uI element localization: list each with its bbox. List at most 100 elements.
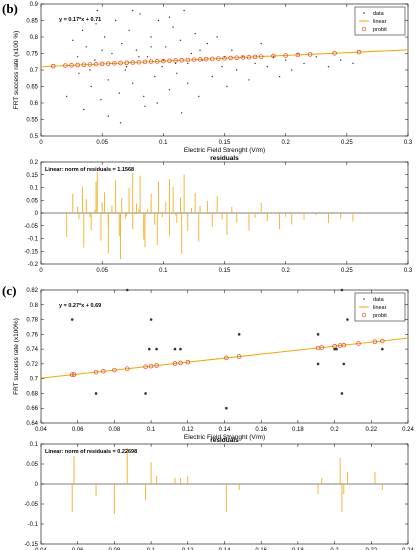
x-tick-label: 0.1 [159,268,168,274]
data-point [340,59,342,61]
data-point [174,62,177,65]
probit-point [167,58,172,64]
legend-data-label: data [373,297,385,303]
data-point [180,112,183,114]
data-point [161,66,163,68]
probit-point [99,61,105,67]
probit-point [161,58,166,64]
data-point [194,33,196,35]
x-tick-label: 0.16 [255,548,267,550]
data-point [352,62,354,65]
data-point [70,318,74,321]
x-tick-label: 0.06 [72,427,84,433]
y-tick-label: 0.9 [30,2,39,8]
data-point [187,62,189,65]
panel-b-tag: (b) [2,1,18,16]
y-tick-label: 0.74 [26,347,38,353]
data-point [155,347,158,351]
probit-point [295,52,301,58]
x-tick-label: 0.2 [281,268,290,274]
y-tick-label: -0.15 [24,542,38,548]
y-axis-label: FRT success rate (x100%) [13,318,20,395]
probit-point [246,54,252,60]
probit-point [71,372,77,377]
plot-area-0 [40,3,409,137]
y-tick-label: -0.05 [24,224,38,230]
x-tick-label: 0.15 [219,268,231,274]
data-point [340,288,344,292]
y-tick-label: 0.1 [30,442,39,448]
data-point [236,69,238,71]
y-tick-label: 0.76 [26,332,38,338]
data-point [78,72,80,75]
x-tick-label: 0.3 [404,268,413,274]
probit-point [101,369,106,374]
x-tick-label: 0.24 [402,427,414,433]
x-tick-label: 0.15 [219,140,231,146]
probit-point [93,61,99,67]
y-axis-label: FRT success rate (x100 %) [13,31,20,110]
x-tick-label: 0.3 [404,140,413,146]
y-tick-label: 0.78 [26,318,38,324]
data-point [284,59,287,61]
x-tick-label: 0.2 [330,548,339,550]
data-point [183,9,185,12]
probit-point [203,56,209,62]
probit-point [148,59,154,64]
probit-point [185,359,191,365]
residual-norm-annotation: Linear: norm of residuals = 0.22698 [45,449,137,455]
data-point [154,75,156,78]
y-tick-label: 0 [35,482,39,488]
y-tick-label: 0.05 [26,198,38,204]
data-point [327,66,330,68]
x-tick-label: 0.08 [109,548,121,550]
data-point [128,29,130,32]
probit-point [341,342,347,348]
fit-equation: y = 0.17*x + 0.71 [59,17,101,23]
y-tick-label: 0.85 [26,19,38,25]
data-point [90,85,92,88]
panel-c-tag: (c) [2,283,17,298]
data-point [266,66,269,68]
data-point [125,288,129,292]
data-point [221,66,223,68]
data-point [316,333,320,336]
data-point [65,95,68,98]
probit-point [228,55,233,61]
probit-point [372,339,378,345]
x-tick-label: 0.25 [341,140,353,146]
data-point [121,42,123,45]
data-point [346,318,349,321]
legend-probit-marker [361,312,367,318]
data-point [144,105,146,108]
data-point [179,347,182,351]
y-tick-label: 0 [35,211,39,217]
x-tick-label: 0.12 [182,548,194,550]
x-tick-label: 0.06 [72,548,84,550]
probit-point [283,53,288,58]
data-point [103,36,106,38]
x-tick-label: 0.25 [341,268,353,274]
x-tick-label: 0.2 [330,427,339,433]
legend-data-label: data [373,11,385,17]
probit-point [332,50,337,56]
data-point [119,122,122,124]
probit-point [178,360,183,366]
x-tick-label: 0.04 [35,548,47,550]
data-point [225,406,228,410]
y-tick-label: -0.15 [24,249,38,255]
probit-point [356,49,362,55]
probit-point [112,367,117,373]
y-tick-label: 0.8 [30,35,39,41]
data-point [335,347,338,351]
data-point [135,49,138,51]
data-point [248,79,250,81]
legend-probit-label: probit [373,313,387,319]
legend-probit-marker [361,26,367,32]
legend-data-marker [363,12,365,14]
y-tick-label: 0.68 [26,391,38,397]
legend-data-marker [363,298,365,300]
y-tick-label: 0.64 [26,421,38,427]
residual-norm-annotation: Linear: norm of residuals = 1.1568 [45,167,134,173]
data-point [138,56,140,58]
